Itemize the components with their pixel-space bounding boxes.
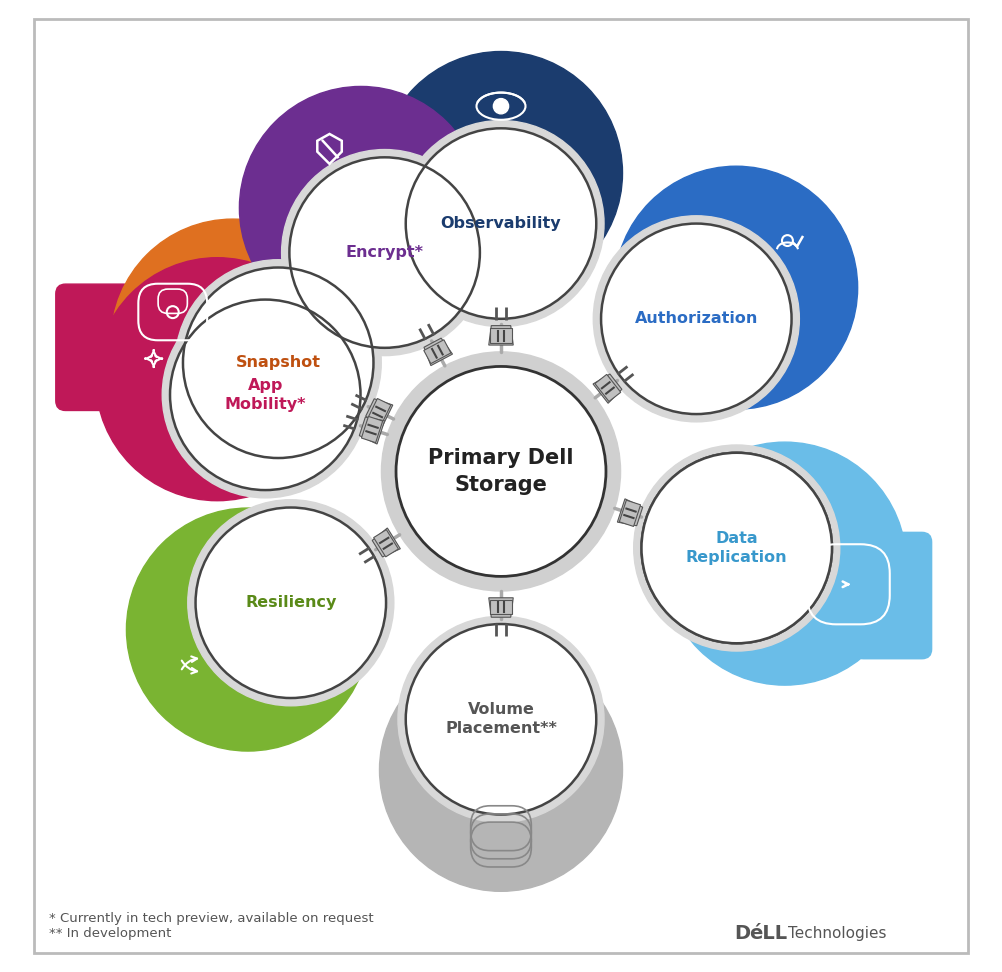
Text: Data
Replication: Data Replication [686,532,788,565]
Circle shape [641,453,832,643]
Circle shape [170,299,361,490]
Circle shape [593,216,800,422]
FancyBboxPatch shape [56,284,133,410]
Text: Volume
Placement**: Volume Placement** [445,703,557,736]
Circle shape [663,442,906,685]
Polygon shape [372,528,401,557]
Polygon shape [617,499,642,526]
Polygon shape [593,374,622,403]
Circle shape [96,258,339,501]
Text: Data
Replication: Data Replication [686,532,788,565]
Circle shape [398,121,604,327]
Text: éLL: éLL [748,923,787,943]
Polygon shape [424,340,451,364]
Text: Technologies: Technologies [788,925,886,941]
Polygon shape [595,374,621,401]
Circle shape [380,52,622,295]
Polygon shape [489,326,513,345]
Text: ** In development: ** In development [49,926,171,940]
Text: App
Mobility*: App Mobility* [224,378,306,411]
Circle shape [641,453,832,643]
Circle shape [382,352,620,591]
FancyBboxPatch shape [854,533,932,659]
Circle shape [497,102,505,110]
Circle shape [396,366,606,576]
Polygon shape [490,600,512,614]
Polygon shape [490,329,512,343]
Circle shape [282,150,488,356]
Polygon shape [360,417,385,444]
Text: Authorization: Authorization [634,311,758,327]
Text: Snapshot: Snapshot [235,355,321,370]
Polygon shape [362,416,383,442]
Text: * Currently in tech preview, available on request: * Currently in tech preview, available o… [49,912,374,925]
Text: Resiliency: Resiliency [245,595,337,610]
Circle shape [633,445,840,651]
Circle shape [175,260,381,466]
Text: D: D [734,923,750,943]
Circle shape [183,267,374,458]
Polygon shape [368,399,391,426]
Circle shape [406,624,596,815]
Circle shape [239,87,482,330]
Circle shape [290,157,480,348]
Circle shape [601,224,792,414]
Circle shape [126,508,370,751]
Polygon shape [424,338,453,365]
Polygon shape [489,598,513,617]
Circle shape [187,500,394,706]
Polygon shape [374,530,399,557]
Circle shape [162,292,369,498]
Text: Primary Dell
Storage: Primary Dell Storage [428,448,574,495]
Polygon shape [366,399,393,427]
Circle shape [614,166,858,409]
Circle shape [398,616,604,822]
Text: Encrypt*: Encrypt* [346,245,424,260]
Circle shape [195,507,386,698]
Polygon shape [619,501,640,527]
Circle shape [406,128,596,319]
Circle shape [111,219,355,462]
Circle shape [493,98,509,114]
Text: Observability: Observability [441,216,561,231]
Circle shape [380,648,622,891]
